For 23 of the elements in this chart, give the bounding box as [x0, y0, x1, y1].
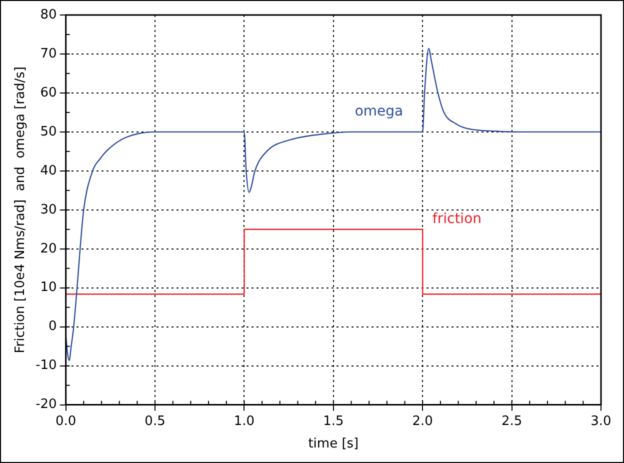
x-axis-title: time [s]: [308, 436, 359, 452]
y-tick-label: -20: [36, 397, 57, 412]
y-tick-label: 60: [40, 85, 57, 100]
line-series: [66, 48, 601, 361]
y-tick-label: 50: [40, 124, 57, 140]
x-tick-label: 1.0: [234, 414, 255, 429]
y-tick-label: 10: [40, 280, 57, 296]
y-tick-label: 20: [40, 241, 57, 256]
y-axis-title: Friction [10e4 Nms/rad] and omega [rad/s]: [13, 66, 28, 354]
y-tick-label: 70: [40, 46, 57, 62]
series-label: omega: [354, 104, 404, 120]
x-tick-label: 0.5: [144, 414, 166, 429]
x-tick-label: 1.5: [323, 414, 344, 429]
series-label: friction: [432, 211, 482, 228]
x-tick-label: 2.5: [501, 414, 522, 429]
y-tick-label: 80: [40, 7, 57, 22]
y-tick-label: 30: [40, 202, 57, 218]
y-tick-label: 0: [48, 319, 57, 334]
x-tick-label: 0.0: [55, 414, 76, 429]
y-tick-label: -10: [36, 358, 57, 374]
y-tick-label: 40: [40, 163, 57, 178]
x-tick-label: 2.0: [412, 414, 433, 429]
x-tick-label: 3.0: [590, 414, 612, 429]
